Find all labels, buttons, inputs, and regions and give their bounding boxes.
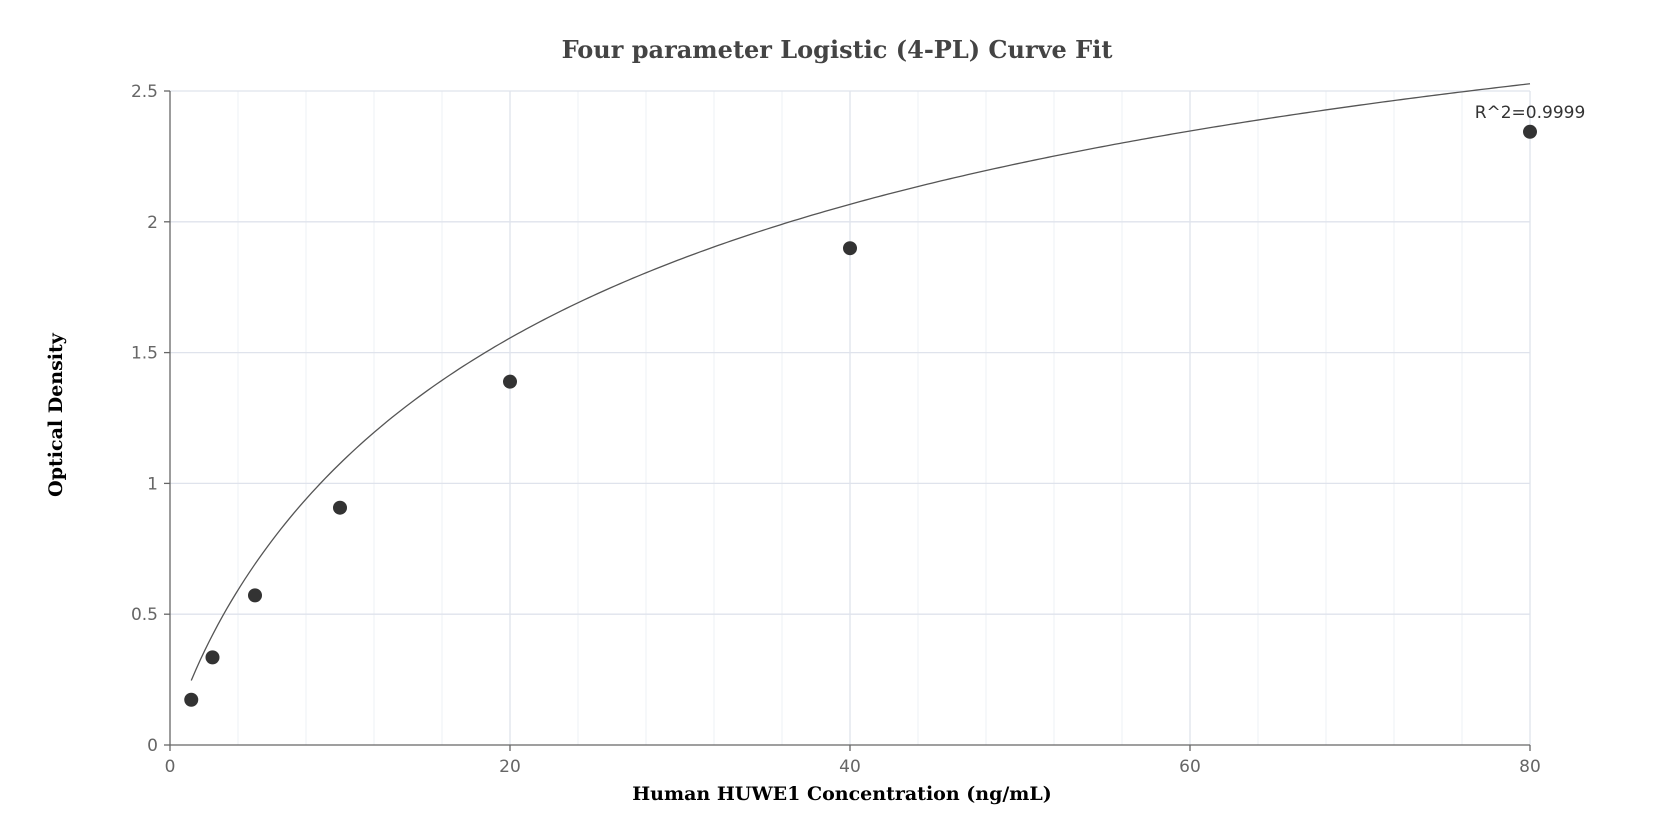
x-tick-label: 0 [165, 757, 176, 777]
y-tick-label: 1.5 [131, 344, 158, 364]
y-ticks: 0 0.5 1 1.5 2 2.5 [131, 82, 170, 756]
data-points [184, 124, 1537, 707]
data-point [333, 500, 347, 515]
x-tick-label: 60 [1179, 757, 1201, 777]
y-tick-label: 0.5 [131, 605, 158, 625]
x-tick-label: 40 [839, 757, 861, 777]
data-point [843, 241, 857, 256]
y-tick-label: 2 [147, 213, 158, 233]
grid [170, 90, 1531, 745]
y-tick-label: 2.5 [131, 82, 158, 102]
chart-title: Four parameter Logistic (4-PL) Curve Fit [562, 35, 1113, 64]
x-axis-title: Human HUWE1 Concentration (ng/mL) [632, 783, 1052, 805]
data-point [205, 650, 220, 665]
x-tick-label: 20 [499, 757, 521, 777]
y-tick-label: 0 [147, 736, 158, 756]
data-point [503, 374, 517, 389]
y-axis-title: Optical Density [45, 332, 67, 497]
y-tick-label: 1 [147, 474, 158, 494]
x-ticks: 0 20 40 60 80 [165, 745, 1541, 777]
data-point [248, 588, 262, 603]
data-point [184, 692, 199, 707]
fit-curve [190, 83, 1531, 681]
annotations: R^2=0.9999 [1475, 103, 1586, 123]
r-squared-label: R^2=0.9999 [1475, 103, 1586, 123]
x-tick-label: 80 [1519, 757, 1541, 777]
data-point [1523, 124, 1537, 139]
